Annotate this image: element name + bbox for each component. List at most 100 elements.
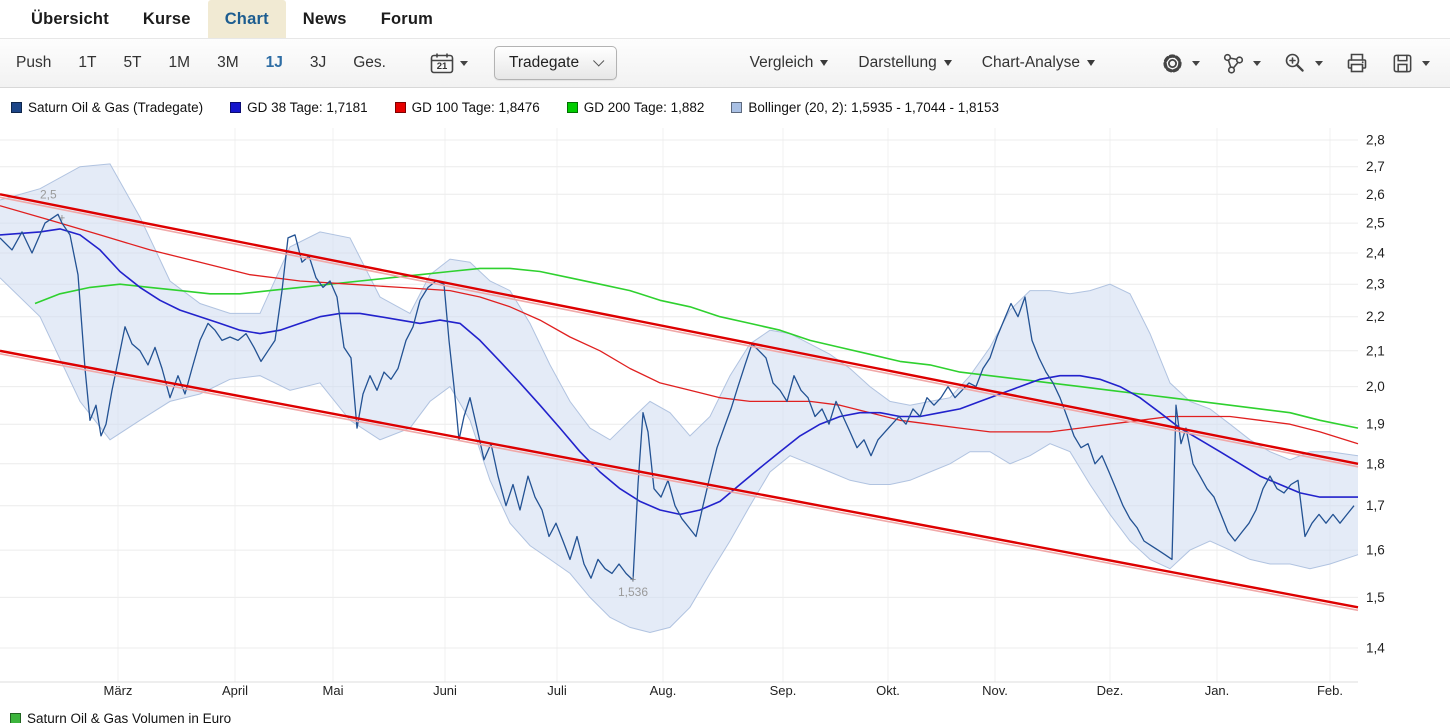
- series-swatch: [394, 101, 406, 113]
- chevron-down-icon: [1315, 60, 1323, 66]
- y-axis-label: 1,7: [1366, 498, 1385, 513]
- legend-item-gd38: GD 38 Tage: 1,7181: [230, 100, 368, 115]
- price-annotation: 2,5: [40, 188, 57, 202]
- trend-line-shadow: [0, 196, 1359, 468]
- date-range-button[interactable]: 21: [429, 51, 468, 75]
- period-3m[interactable]: 3M: [217, 54, 239, 71]
- exchange-select-value: Tradegate: [508, 54, 580, 71]
- y-axis-label: 2,3: [1366, 277, 1385, 292]
- y-axis-label: 2,2: [1366, 309, 1385, 324]
- chevron-down-icon: [459, 60, 468, 66]
- legend-item-gd200: GD 200 Tage: 1,882: [566, 100, 704, 115]
- x-axis-label: Feb.: [1317, 683, 1343, 698]
- period-3j[interactable]: 3J: [309, 54, 327, 71]
- legend-label: GD 100 Tage: 1,8476: [411, 99, 540, 115]
- period-1m[interactable]: 1M: [168, 54, 191, 71]
- legend-label: GD 38 Tage: 1,7181: [247, 99, 368, 115]
- period-1t[interactable]: 1T: [78, 54, 97, 71]
- nodes-icon: [1223, 53, 1244, 74]
- dropdown-arrow-icon: [943, 60, 952, 66]
- toolbar-icon-group: [1161, 51, 1430, 75]
- volume-swatch: [10, 713, 21, 723]
- annotation-marker: +: [59, 213, 65, 225]
- series-swatch: [731, 101, 743, 113]
- x-axis-label: Mai: [323, 683, 344, 698]
- trend-line-shadow: [0, 353, 1359, 612]
- chevron-down-icon: [593, 55, 605, 67]
- menu-darstellung[interactable]: Darstellung: [858, 54, 952, 72]
- y-axis-label: 2,7: [1366, 159, 1385, 174]
- gear-icon: [1163, 53, 1182, 73]
- series-line-1: [0, 228, 1358, 516]
- series-swatch: [230, 101, 242, 113]
- print-button[interactable]: [1345, 51, 1369, 75]
- period-push[interactable]: Push: [16, 54, 52, 71]
- tab-forum[interactable]: Forum: [380, 9, 434, 28]
- price-annotation: 1,536: [618, 585, 648, 599]
- price-chart[interactable]: März April Mai Juni Juli Aug. Sep. Okt. Nov. Dez.…: [0, 126, 1450, 723]
- annotation-marker: +: [630, 574, 636, 586]
- print-icon: [1347, 53, 1367, 73]
- y-axis-label: 2,8: [1366, 133, 1385, 148]
- tab-chart[interactable]: Chart: [207, 0, 286, 38]
- series-line-0: [0, 213, 1355, 581]
- x-axis-label: Juni: [433, 683, 457, 698]
- y-axis-label: 1,6: [1366, 543, 1385, 558]
- legend-item-bollinger: Bollinger (20, 2): 1,5935 - 1,7044 - 1,8…: [731, 100, 999, 115]
- chevron-down-icon: [1253, 60, 1261, 66]
- legend-label: Saturn Oil & Gas (Tradegate): [28, 99, 204, 115]
- volume-legend-label: Saturn Oil & Gas Volumen in Euro: [27, 711, 232, 723]
- save-button[interactable]: [1391, 52, 1430, 75]
- legend-item-gd100: GD 100 Tage: 1,8476: [394, 99, 540, 115]
- menu-label: Darstellung: [858, 54, 937, 71]
- series-line-2: [0, 205, 1359, 445]
- zoom-button[interactable]: [1283, 51, 1323, 75]
- y-axis-label: 2,5: [1366, 216, 1385, 231]
- bollinger-band: [0, 163, 1358, 633]
- x-axis-label: Sep.: [770, 683, 797, 698]
- dropdown-arrow-icon: [1087, 60, 1095, 66]
- chart-toolbar: Push 1T 5T 1M 3M 1J 3J Ges. 21 Tradegate…: [0, 38, 1450, 88]
- menu-label: Chart-Analyse: [981, 54, 1080, 71]
- chart-legend: Saturn Oil & Gas (Tradegate) GD 38 Tage:…: [0, 88, 1450, 126]
- y-axis-label: 1,9: [1366, 417, 1385, 432]
- series-swatch: [566, 101, 578, 113]
- calendar-icon: 21: [430, 53, 454, 74]
- x-axis-label: Okt.: [876, 683, 900, 698]
- exchange-select[interactable]: Tradegate: [493, 46, 618, 80]
- trend-line: [0, 349, 1359, 609]
- toolbar-right-group: Vergleich Darstellung Chart-Analyse: [750, 51, 1434, 75]
- x-axis-label: Jan.: [1205, 683, 1230, 698]
- trend-line: [0, 193, 1359, 465]
- legend-label: Bollinger (20, 2): 1,5935 - 1,7044 - 1,8…: [748, 99, 1000, 115]
- legend-item-price: Saturn Oil & Gas (Tradegate): [11, 100, 203, 115]
- primary-tabs: Übersicht Kurse Chart News Forum: [0, 0, 1450, 38]
- volume-legend: Saturn Oil & Gas Volumen in Euro: [10, 711, 231, 723]
- x-axis-label: März: [104, 683, 133, 698]
- y-axis-label: 1,4: [1366, 641, 1385, 656]
- x-axis-label: Nov.: [982, 683, 1008, 698]
- svg-text:21: 21: [437, 61, 448, 72]
- x-axis-label: Aug.: [650, 683, 677, 698]
- zoom-in-icon: [1285, 53, 1304, 72]
- indicators-button[interactable]: [1222, 52, 1261, 75]
- period-1j[interactable]: 1J: [265, 54, 283, 71]
- y-axis-label: 2,4: [1366, 246, 1385, 261]
- y-axis-label: 1,8: [1366, 456, 1385, 471]
- menu-label: Vergleich: [749, 54, 814, 71]
- bollinger-lower: [0, 277, 1359, 634]
- menu-chart-analyse[interactable]: Chart-Analyse: [982, 54, 1095, 72]
- chevron-down-icon: [1192, 60, 1200, 66]
- menu-vergleich[interactable]: Vergleich: [750, 54, 829, 72]
- x-axis-label: Dez.: [1097, 683, 1124, 698]
- period-ges[interactable]: Ges.: [353, 54, 386, 71]
- y-axis-label: 1,5: [1366, 590, 1385, 605]
- tab-uebersicht[interactable]: Übersicht: [31, 9, 109, 28]
- tab-news[interactable]: News: [302, 9, 347, 28]
- settings-button[interactable]: [1161, 52, 1200, 75]
- tab-kurse[interactable]: Kurse: [142, 9, 191, 28]
- y-axis-label: 2,0: [1366, 379, 1385, 394]
- y-axis-label: 2,6: [1366, 187, 1385, 202]
- save-icon: [1393, 54, 1412, 72]
- period-5t[interactable]: 5T: [123, 54, 142, 71]
